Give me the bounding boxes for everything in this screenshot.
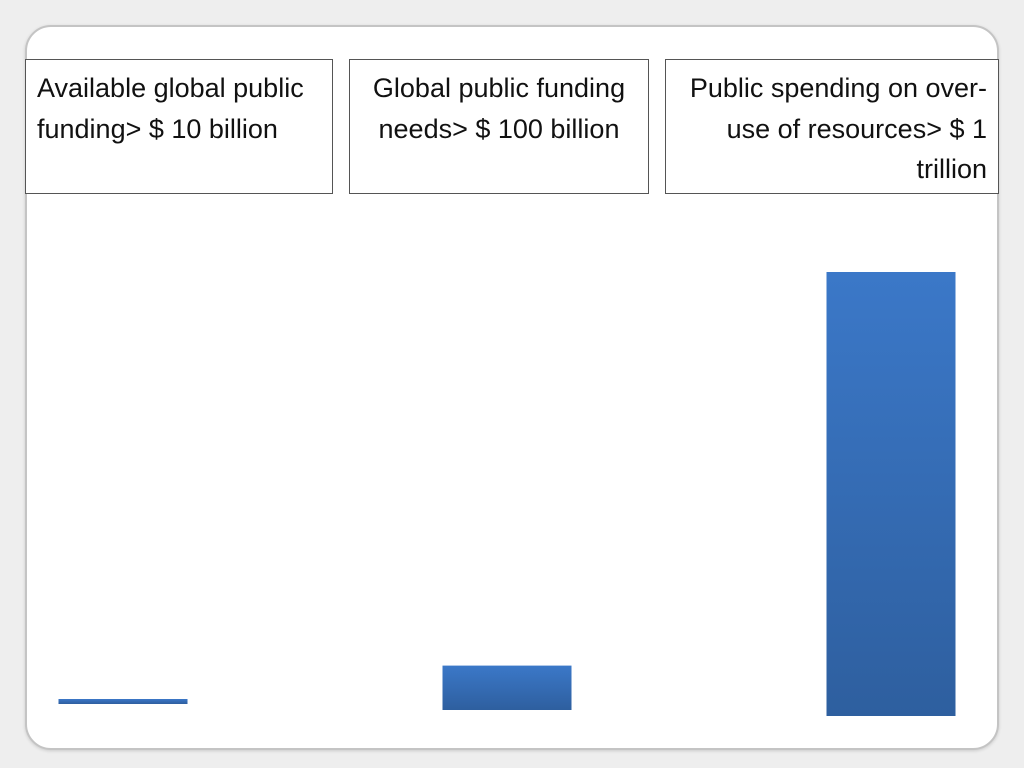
category-label-funding-needs: Global public funding needs> $ 100 billi… (349, 59, 649, 194)
bar-overuse-spending (826, 272, 956, 716)
category-label-available-funding: Available global public funding> $ 10 bi… (25, 59, 333, 194)
bar-funding-needs (442, 665, 572, 710)
category-label-overuse-spending: Public spending on over-use of resources… (665, 59, 999, 194)
bar-available-funding (58, 699, 188, 704)
